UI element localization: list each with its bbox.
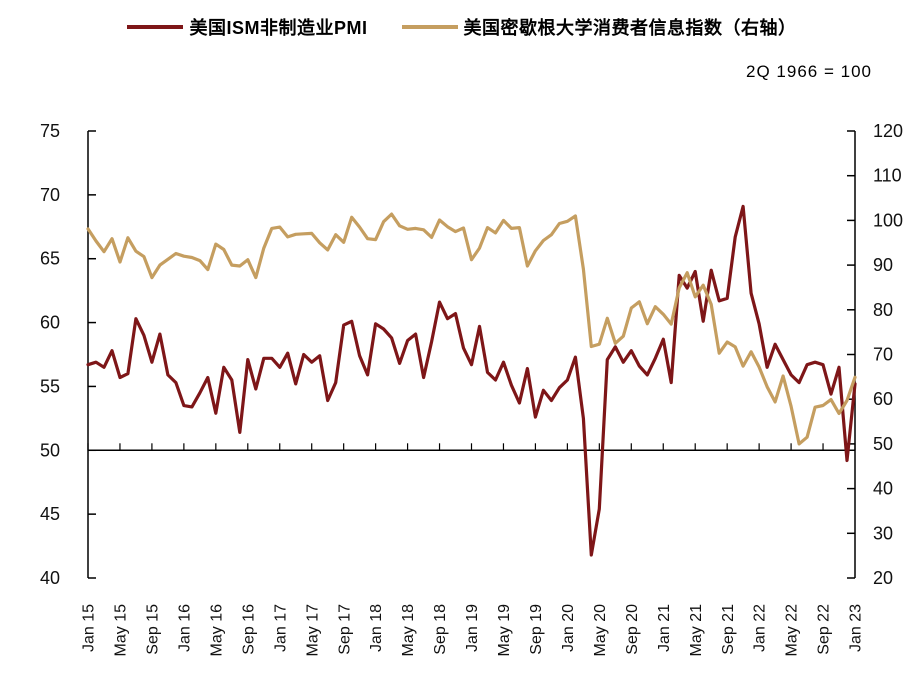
x-axis-tick-label: Jan 22 — [752, 604, 769, 652]
x-axis-tick-label: Sep 21 — [720, 604, 737, 655]
x-axis-tick-label: Jan 15 — [81, 604, 98, 652]
x-axis-tick-label: Sep 15 — [145, 604, 162, 655]
x-axis-tick-label: May 17 — [304, 604, 321, 657]
left-axis-tick-label: 40 — [40, 568, 60, 588]
right-axis-tick-label: 30 — [873, 523, 893, 543]
legend-label-ism-pmi: 美国ISM非制造业PMI — [189, 18, 368, 38]
right-axis-tick-label: 40 — [873, 479, 893, 499]
ism-pmi-line-swatch — [127, 25, 184, 29]
x-axis-tick-label: Sep 20 — [624, 604, 641, 655]
x-axis-tick-label: Jan 17 — [272, 604, 289, 652]
x-axis-tick-label: May 15 — [113, 604, 130, 657]
legend-item-umich-sentiment: 美国密歇根大学消费者信息指数（右轴） — [401, 14, 797, 40]
x-axis-tick-label: Sep 18 — [432, 604, 449, 655]
left-axis-tick-label: 75 — [40, 121, 60, 141]
x-axis-tick-label: Jan 20 — [560, 604, 577, 652]
right-axis-tick-label: 70 — [873, 345, 893, 365]
x-axis-tick-label: Sep 17 — [336, 604, 353, 655]
right-axis-tick-label: 50 — [873, 434, 893, 454]
legend-item-ism-pmi: 美国ISM非制造业PMI — [127, 14, 367, 40]
x-axis-tick-label: Jan 16 — [176, 604, 193, 652]
left-axis-tick-label: 70 — [40, 185, 60, 205]
x-axis-tick-label: Sep 19 — [528, 604, 545, 655]
right-axis-base-note: 2Q 1966 = 100 — [746, 62, 872, 81]
left-axis-tick-label: 60 — [40, 313, 60, 333]
right-axis-tick-label: 120 — [873, 121, 903, 141]
left-axis-tick-label: 50 — [40, 440, 60, 460]
x-axis-tick-label: Jan 18 — [368, 604, 385, 652]
x-axis-tick-label: May 19 — [496, 604, 513, 657]
right-axis-tick-label: 110 — [873, 166, 902, 186]
left-axis-tick-label: 45 — [40, 504, 60, 524]
x-axis-tick-label: Jan 19 — [464, 604, 481, 652]
umich-sentiment-line — [86, 212, 857, 446]
x-axis-tick-label: May 16 — [208, 604, 225, 657]
umich-sentiment-line-swatch — [401, 25, 458, 29]
x-axis-tick-label: May 22 — [784, 604, 801, 657]
right-axis-tick-label: 80 — [873, 300, 893, 320]
x-axis-tick-label: Sep 16 — [240, 604, 257, 655]
x-axis-tick-label: Sep 22 — [816, 604, 833, 655]
x-axis-tick-label: Jan 21 — [656, 604, 673, 652]
legend: 美国ISM非制造业PMI 美国密歇根大学消费者信息指数（右轴） — [0, 14, 924, 40]
ism-pmi-line — [86, 204, 857, 557]
left-axis-tick-label: 65 — [40, 249, 60, 269]
right-axis-tick-label: 20 — [873, 568, 893, 588]
right-axis-tick-label: 100 — [873, 210, 903, 230]
x-axis-tick-label: May 21 — [688, 604, 705, 657]
left-axis-tick-label: 55 — [40, 376, 60, 396]
right-axis-tick-label: 60 — [873, 389, 893, 409]
right-axis-tick-label: 90 — [873, 255, 893, 275]
x-axis-tick-label: May 20 — [592, 604, 609, 657]
legend-label-umich-sentiment: 美国密歇根大学消费者信息指数（右轴） — [463, 18, 797, 38]
x-axis-tick-label: Jan 23 — [848, 604, 865, 652]
x-axis-tick-label: May 18 — [400, 604, 417, 657]
